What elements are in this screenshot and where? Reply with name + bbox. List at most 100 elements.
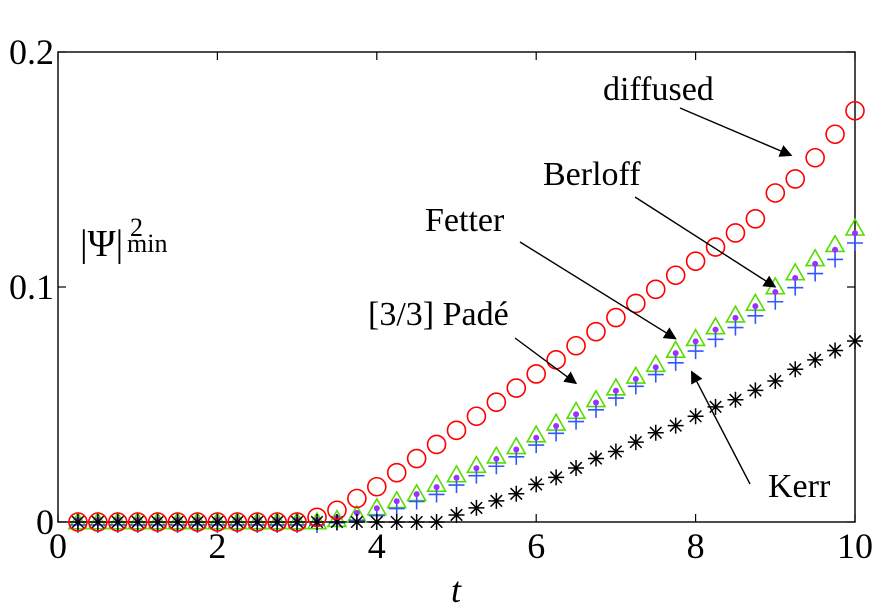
- data-point: [247, 512, 268, 532]
- y-axis-label-subscript: min: [127, 229, 167, 258]
- data-point: [647, 424, 664, 441]
- data-point: [745, 209, 766, 229]
- data-point: [667, 354, 684, 371]
- data-point: [785, 169, 806, 189]
- data-point: [847, 333, 863, 350]
- data-point: [592, 399, 599, 406]
- data-point: [393, 498, 400, 505]
- data-point: [548, 469, 565, 486]
- y-tick-label: 0.1: [9, 267, 54, 307]
- data-point: [667, 417, 684, 434]
- data-point: [772, 289, 779, 296]
- data-point: [812, 260, 819, 267]
- series-fetter: [69, 235, 863, 533]
- data-point: [368, 514, 385, 530]
- data-point: [149, 514, 166, 530]
- data-point: [707, 331, 724, 348]
- series-diffused: [68, 100, 865, 532]
- annotation-kerr: Kerr: [690, 370, 831, 505]
- data-point: [347, 488, 367, 509]
- data-point: [546, 350, 566, 370]
- data-point: [805, 147, 825, 168]
- data-point: [187, 512, 208, 532]
- data-point: [468, 499, 485, 516]
- annotation-berloff: Berloff: [543, 156, 777, 288]
- data-point: [553, 423, 560, 429]
- data-point: [752, 303, 759, 310]
- data-point: [692, 338, 699, 345]
- data-point: [413, 491, 420, 498]
- data-point: [493, 455, 500, 462]
- data-point: [827, 342, 844, 359]
- data-point: [732, 314, 739, 321]
- data-point: [645, 279, 666, 300]
- annotation-label-pade: [3/3] Padé: [368, 296, 509, 333]
- data-point: [209, 514, 226, 530]
- data-point: [727, 319, 744, 336]
- data-point: [328, 514, 345, 530]
- annotation-label-diffused: diffused: [603, 71, 714, 108]
- data-point: [408, 514, 425, 530]
- annotation-diffused: diffused: [603, 71, 793, 157]
- data-point: [406, 448, 427, 469]
- x-axis-label: t: [451, 570, 462, 610]
- data-point: [327, 500, 347, 521]
- data-point: [632, 376, 639, 382]
- series-berloff: [67, 217, 866, 530]
- data-point: [249, 514, 266, 530]
- data-point: [473, 465, 480, 472]
- data-point: [366, 476, 387, 497]
- data-point: [747, 307, 764, 324]
- data-point: [568, 459, 585, 476]
- data-point: [685, 251, 706, 271]
- data-point: [207, 512, 228, 532]
- data-point: [807, 265, 824, 282]
- data-point: [287, 512, 307, 532]
- annotation-fetter: Fetter: [425, 202, 677, 340]
- annotation-arrow-berloff: [634, 196, 777, 288]
- data-point: [448, 506, 465, 523]
- annotation-arrow-kerr: [690, 370, 751, 485]
- data-point: [513, 446, 520, 453]
- y-axis-label-superscript: 2: [130, 213, 143, 242]
- data-point: [587, 450, 604, 467]
- data-point: [109, 514, 126, 530]
- data-point: [825, 124, 845, 145]
- data-point: [426, 434, 447, 455]
- data-point: [672, 350, 679, 357]
- data-point: [847, 235, 863, 251]
- data-point: [612, 387, 619, 394]
- y-axis-label: |Ψ| 2 min: [80, 213, 167, 265]
- data-point: [169, 514, 186, 530]
- data-point: [765, 183, 786, 203]
- data-point: [466, 406, 487, 427]
- y-tick-label: 0.2: [9, 32, 54, 72]
- data-point: [687, 343, 704, 360]
- data-point: [665, 265, 686, 286]
- data-point: [687, 408, 704, 425]
- data-point: [446, 420, 467, 441]
- data-point: [508, 485, 525, 502]
- data-point: [488, 492, 505, 509]
- data-point: [792, 274, 799, 281]
- annotation-arrow-fetter: [519, 241, 677, 340]
- data-point: [486, 392, 507, 412]
- x-tick-label: 10: [837, 526, 873, 566]
- data-point: [229, 514, 246, 530]
- data-point: [309, 514, 326, 530]
- annotation-pade: [3/3] Padé: [368, 296, 578, 385]
- data-point: [353, 509, 360, 516]
- data-point: [269, 514, 286, 530]
- data-point: [433, 484, 440, 491]
- data-point: [68, 512, 88, 532]
- data-point: [127, 512, 148, 532]
- data-point: [386, 462, 407, 483]
- data-point: [289, 514, 306, 530]
- data-point: [747, 382, 764, 399]
- data-point: [533, 434, 540, 441]
- data-point: [807, 351, 824, 368]
- data-point: [373, 505, 380, 512]
- annotation-label-berloff: Berloff: [543, 156, 641, 193]
- data-point: [189, 514, 206, 530]
